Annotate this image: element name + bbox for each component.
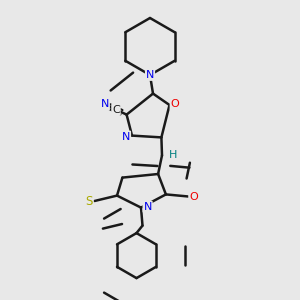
Text: N: N — [101, 100, 109, 110]
Text: O: O — [189, 191, 198, 202]
Text: N: N — [122, 131, 130, 142]
Text: C: C — [112, 105, 120, 115]
Text: N: N — [146, 70, 154, 80]
Text: S: S — [85, 195, 93, 208]
Text: O: O — [170, 99, 179, 109]
Text: N: N — [143, 202, 152, 212]
Text: H: H — [169, 150, 178, 160]
